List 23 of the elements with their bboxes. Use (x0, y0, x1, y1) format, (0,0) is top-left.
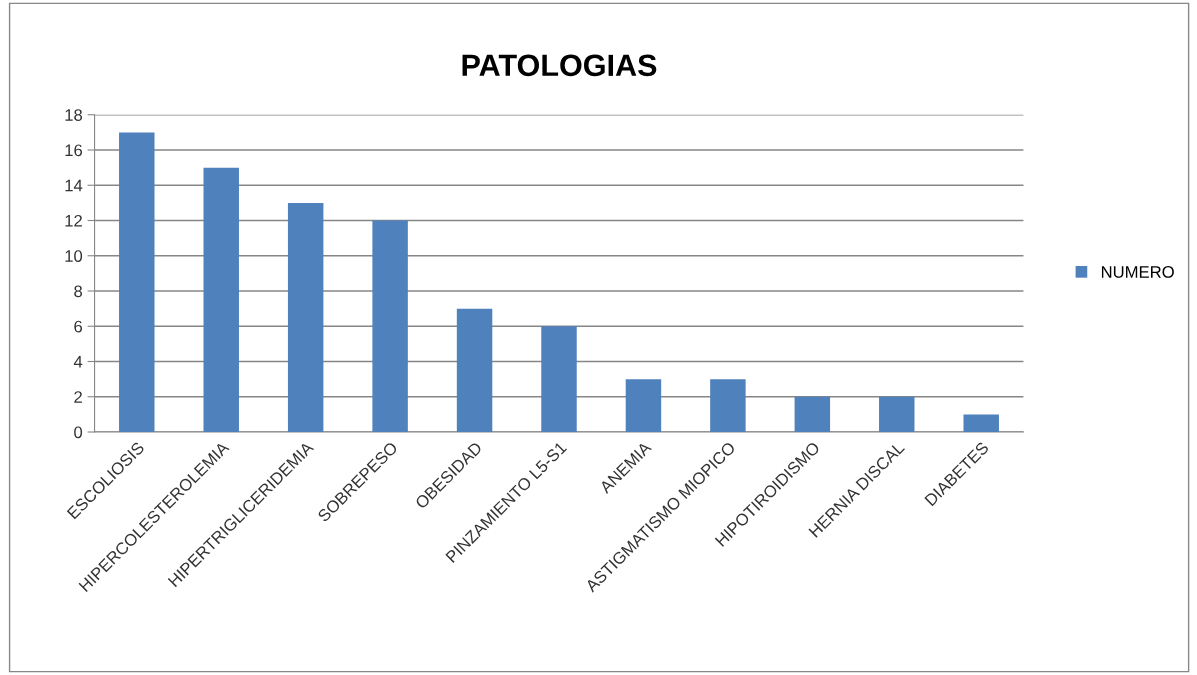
y-tick-label: 14 (65, 179, 83, 192)
y-tick-label: 18 (65, 109, 83, 121)
bar (119, 132, 155, 432)
y-tick-label: 8 (74, 285, 83, 298)
bar (879, 396, 915, 432)
y-tick-label: 6 (74, 320, 83, 333)
bar (625, 379, 662, 432)
bar (963, 414, 999, 432)
y-tick-label: 12 (65, 214, 82, 227)
chart-title: PATOLOGIAS (462, 54, 657, 77)
bar (456, 308, 493, 432)
bar (203, 167, 239, 432)
bar (541, 326, 577, 432)
y-tick-label: 0 (74, 426, 83, 439)
bar (372, 220, 408, 432)
bar (287, 202, 324, 432)
legend-label: NUMERO (1101, 266, 1174, 278)
y-tick-label: 4 (73, 356, 83, 368)
y-tick-label: 16 (65, 144, 83, 157)
y-tick-label: 10 (65, 250, 83, 262)
y-tick-label: 2 (74, 391, 82, 403)
bar (794, 396, 831, 432)
bar (710, 379, 746, 432)
